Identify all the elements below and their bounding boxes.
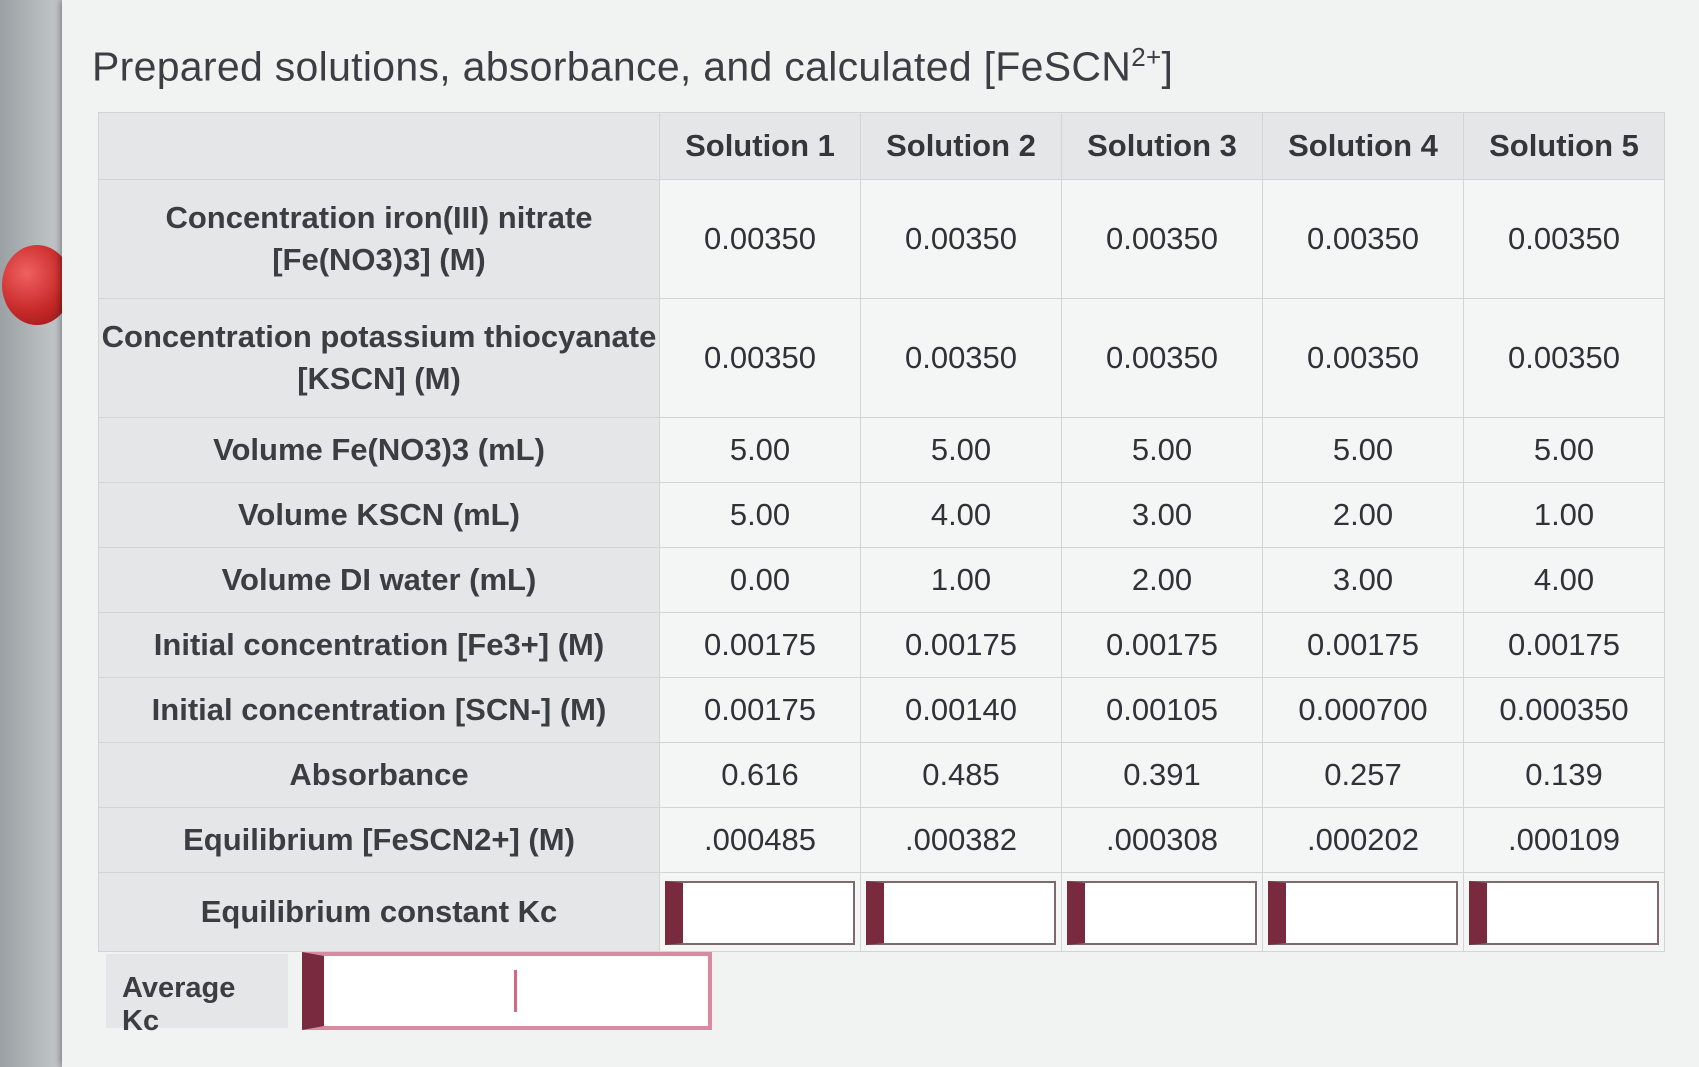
row-label: Volume Fe(NO3)3 (mL) <box>98 417 660 483</box>
table-row: Absorbance 0.616 0.485 0.391 0.257 0.139 <box>98 742 1665 808</box>
table-cell: 0.00175 <box>659 612 861 678</box>
table-cell: 5.00 <box>1061 417 1263 483</box>
table-cell: 3.00 <box>1262 547 1464 613</box>
page-title-text: Prepared solutions, absorbance, and calc… <box>92 43 1132 90</box>
average-kc-group: Average Kc <box>106 952 712 1037</box>
table-row: Concentration potassium thiocyanate [KSC… <box>98 298 1665 418</box>
row-label: Concentration iron(III) nitrate [Fe(NO3)… <box>98 179 660 299</box>
table-cell: 0.00350 <box>860 298 1062 418</box>
table-cell: 0.00350 <box>1061 298 1263 418</box>
table-cell: 5.00 <box>659 417 861 483</box>
row-label-line: Concentration iron(III) nitrate <box>165 200 593 236</box>
page-title: Prepared solutions, absorbance, and calc… <box>92 42 1173 91</box>
table-cell: 0.257 <box>1262 742 1464 808</box>
row-label: Initial concentration [SCN-] (M) <box>98 677 660 743</box>
table-cell: 0.00350 <box>1262 298 1464 418</box>
kc-input-solution-4[interactable] <box>1268 881 1458 945</box>
table-cell: 0.00105 <box>1061 677 1263 743</box>
table-cell: 5.00 <box>659 482 861 548</box>
row-label: Volume DI water (mL) <box>98 547 660 613</box>
page-title-close: ] <box>1161 43 1174 90</box>
kc-cell <box>1262 872 1464 952</box>
table-cell: 0.00350 <box>659 298 861 418</box>
kc-input-solution-2[interactable] <box>866 881 1056 945</box>
table-cell: 0.00350 <box>1463 298 1665 418</box>
table-cell: .000382 <box>860 807 1062 873</box>
kc-cell <box>659 872 861 952</box>
table-cell: 0.139 <box>1463 742 1665 808</box>
table-cell: 5.00 <box>1463 417 1665 483</box>
column-header: Solution 1 <box>659 112 861 180</box>
table-row: Initial concentration [Fe3+] (M) 0.00175… <box>98 612 1665 678</box>
table-cell: 0.000350 <box>1463 677 1665 743</box>
kc-row: Equilibrium constant Kc <box>98 872 1665 952</box>
table-cell: 0.00175 <box>1061 612 1263 678</box>
solutions-table: Solution 1 Solution 2 Solution 3 Solutio… <box>98 112 1665 952</box>
table-row: Initial concentration [SCN-] (M) 0.00175… <box>98 677 1665 743</box>
table-row: Volume Fe(NO3)3 (mL) 5.00 5.00 5.00 5.00… <box>98 417 1665 483</box>
table-cell: 0.00 <box>659 547 861 613</box>
kc-input-solution-1[interactable] <box>665 881 855 945</box>
table-cell: 5.00 <box>860 417 1062 483</box>
table-cell: 1.00 <box>1463 482 1665 548</box>
table-cell: 5.00 <box>1262 417 1464 483</box>
table-cell: 1.00 <box>860 547 1062 613</box>
table-cell: 0.616 <box>659 742 861 808</box>
row-label: Absorbance <box>98 742 660 808</box>
red-object <box>2 245 72 325</box>
average-kc-label: Average Kc <box>106 954 288 1037</box>
table-cell: 0.00350 <box>1463 179 1665 299</box>
table-cell: 0.00175 <box>860 612 1062 678</box>
kc-cell <box>1061 872 1263 952</box>
table-cell: .000202 <box>1262 807 1464 873</box>
row-label-line: [Fe(NO3)3] (M) <box>272 242 486 277</box>
table-cell: .000109 <box>1463 807 1665 873</box>
monitor-screen: Prepared solutions, absorbance, and calc… <box>62 0 1699 1067</box>
table-cell: 0.00350 <box>860 179 1062 299</box>
table-row: Volume DI water (mL) 0.00 1.00 2.00 3.00… <box>98 547 1665 613</box>
table-cell: .000308 <box>1061 807 1263 873</box>
table-cell: 2.00 <box>1061 547 1263 613</box>
table-cell: 4.00 <box>860 482 1062 548</box>
table-cell: 3.00 <box>1061 482 1263 548</box>
table-cell: 0.485 <box>860 742 1062 808</box>
column-header: Solution 3 <box>1061 112 1263 180</box>
corner-cell <box>98 112 660 180</box>
table-cell: 0.00175 <box>1463 612 1665 678</box>
table-cell: 0.000700 <box>1262 677 1464 743</box>
column-header: Solution 5 <box>1463 112 1665 180</box>
table-row: Concentration iron(III) nitrate [Fe(NO3)… <box>98 179 1665 299</box>
row-label: Equilibrium [FeSCN2+] (M) <box>98 807 660 873</box>
kc-input-solution-5[interactable] <box>1469 881 1659 945</box>
table-cell: 0.00350 <box>1061 179 1263 299</box>
table-cell: 0.00350 <box>659 179 861 299</box>
table-cell: 0.00175 <box>1262 612 1464 678</box>
column-header: Solution 2 <box>860 112 1062 180</box>
text-caret <box>514 970 517 1012</box>
kc-cell <box>1463 872 1665 952</box>
table-cell: .000485 <box>659 807 861 873</box>
table-cell: 0.391 <box>1061 742 1263 808</box>
row-label: Initial concentration [Fe3+] (M) <box>98 612 660 678</box>
table-row: Volume KSCN (mL) 5.00 4.00 3.00 2.00 1.0… <box>98 482 1665 548</box>
column-header: Solution 4 <box>1262 112 1464 180</box>
average-kc-input[interactable] <box>302 952 712 1030</box>
kc-cell <box>860 872 1062 952</box>
table-cell: 0.00350 <box>1262 179 1464 299</box>
table-row: Equilibrium [FeSCN2+] (M) .000485 .00038… <box>98 807 1665 873</box>
row-label-line: Concentration potassium thiocyanate <box>101 319 657 355</box>
table-cell: 0.00175 <box>659 677 861 743</box>
page-title-sup: 2+ <box>1131 42 1162 72</box>
row-label: Volume KSCN (mL) <box>98 482 660 548</box>
kc-row-label: Equilibrium constant Kc <box>98 872 660 952</box>
desk-background <box>0 0 70 1067</box>
table-cell: 0.00140 <box>860 677 1062 743</box>
table-cell: 2.00 <box>1262 482 1464 548</box>
row-label-line: [KSCN] (M) <box>297 361 461 396</box>
table-cell: 4.00 <box>1463 547 1665 613</box>
row-label: Concentration potassium thiocyanate [KSC… <box>98 298 660 418</box>
kc-input-solution-3[interactable] <box>1067 881 1257 945</box>
